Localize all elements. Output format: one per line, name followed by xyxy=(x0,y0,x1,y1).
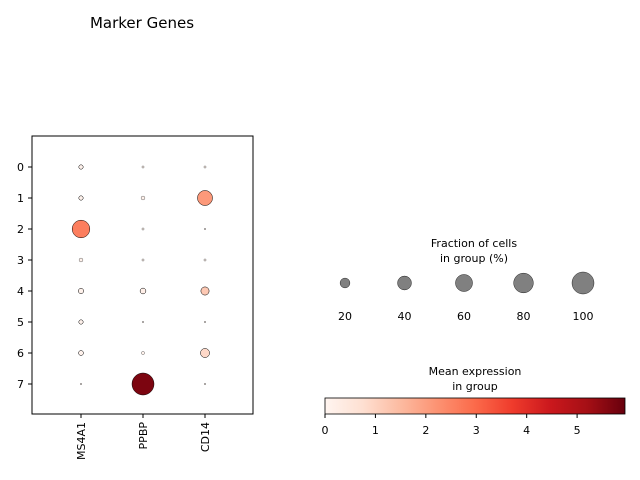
size-legend-label: 40 xyxy=(398,310,412,323)
size-legend-dot xyxy=(455,274,473,292)
colorbar-tick-label: 1 xyxy=(372,424,379,437)
size-legend-label: 60 xyxy=(457,310,471,323)
size-legend-label: 100 xyxy=(573,310,594,323)
dot xyxy=(78,195,84,201)
colorbar-tick-label: 5 xyxy=(574,424,581,437)
y-tick-label: 4 xyxy=(17,285,24,298)
dot xyxy=(200,348,210,358)
y-tick-label: 6 xyxy=(17,347,24,360)
dots-layer xyxy=(71,164,213,396)
dot xyxy=(78,319,84,325)
size-legend-dot xyxy=(513,272,534,294)
colorbar-tick-label: 3 xyxy=(473,424,480,437)
y-tick-label: 7 xyxy=(17,378,24,391)
dot xyxy=(80,383,82,385)
dot-plot-area: 0 1 2 3 4 5 6 7 MS4A1 PPBP CD14 xyxy=(17,135,254,460)
color-legend: Mean expression in group 0 1 2 3 4 5 xyxy=(322,365,626,437)
x-tick-label: MS4A1 xyxy=(75,422,88,460)
dot xyxy=(203,165,207,169)
colorbar xyxy=(324,397,626,415)
x-tick-label: CD14 xyxy=(199,422,212,452)
dot xyxy=(204,383,206,385)
y-tick-label: 2 xyxy=(17,223,24,236)
dot xyxy=(71,219,91,239)
y-tick-label: 1 xyxy=(17,192,24,205)
size-legend: Fraction of cells in group (%) 20 40 60 80 1… xyxy=(338,237,595,323)
dot xyxy=(204,228,206,230)
y-axis: 0 1 2 3 4 5 6 7 xyxy=(17,161,32,391)
dot xyxy=(78,288,84,294)
dot xyxy=(141,351,145,355)
dot xyxy=(78,350,84,356)
colorbar-tick-label: 0 xyxy=(322,424,329,437)
y-tick-label: 5 xyxy=(17,316,24,329)
dot xyxy=(197,190,213,206)
colorbar-tick-label: 2 xyxy=(422,424,429,437)
color-legend-title-line1: Mean expression xyxy=(429,365,522,378)
size-legend-dot xyxy=(339,277,351,289)
chart-title: Marker Genes xyxy=(90,14,194,32)
dot xyxy=(141,165,145,169)
color-legend-title-line2: in group xyxy=(452,380,497,393)
y-tick-label: 3 xyxy=(17,254,24,267)
x-tick-label: PPBP xyxy=(137,422,150,450)
dot xyxy=(78,257,84,263)
dot xyxy=(140,195,146,201)
size-legend-title-line2: in group (%) xyxy=(440,252,508,265)
size-legend-title-line1: Fraction of cells xyxy=(431,237,517,250)
size-legend-label: 80 xyxy=(517,310,531,323)
y-tick-label: 0 xyxy=(17,161,24,174)
dot xyxy=(131,372,155,396)
dot xyxy=(141,258,145,262)
dot xyxy=(204,321,206,323)
dot xyxy=(78,164,84,170)
dot xyxy=(141,227,145,231)
size-legend-dot xyxy=(397,275,412,291)
colorbar-tick-label: 4 xyxy=(523,424,530,437)
dot xyxy=(139,287,147,295)
dot xyxy=(203,258,207,262)
size-legend-dot xyxy=(571,271,595,295)
x-axis: MS4A1 PPBP CD14 xyxy=(75,414,212,460)
size-legend-label: 20 xyxy=(338,310,352,323)
plot-frame xyxy=(31,135,254,415)
dot xyxy=(200,286,210,296)
dot xyxy=(142,321,144,323)
